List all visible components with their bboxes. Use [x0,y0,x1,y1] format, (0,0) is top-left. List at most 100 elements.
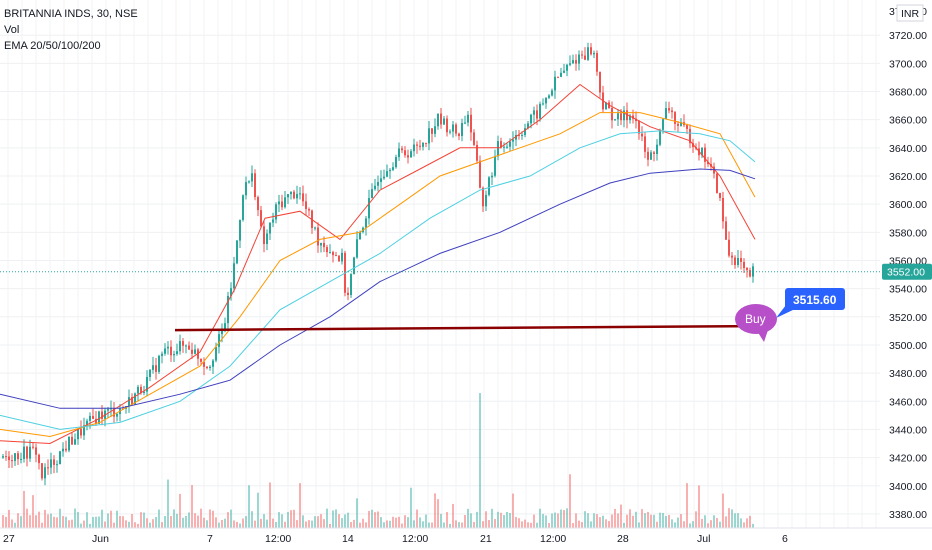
candle-body [419,145,421,147]
y-tick-label: 3720.00 [889,30,927,42]
volume-bar [728,508,730,528]
volume-bar [725,516,727,528]
volume-bar [392,516,394,528]
volume-bar [749,515,751,528]
volume-bar [23,490,25,528]
volume-bar [62,516,64,528]
x-tick-label: 12:00 [265,533,291,545]
candle-body [680,122,682,126]
candle-body [269,222,271,234]
volume-bar [584,511,586,528]
candle-body [83,425,85,436]
volume-bar [155,516,157,528]
candle-body [161,353,163,356]
volume-bar [20,516,22,528]
candle-body [188,345,190,350]
candle-body [8,456,10,461]
volume-bar [452,503,454,528]
volume-bar [602,515,604,528]
candle-body [542,103,544,105]
candle-body [614,119,616,121]
volume-bar [296,520,298,528]
candle-body [557,76,559,78]
x-tick-label: 6 [782,533,788,545]
volume-bar [668,514,670,528]
candle-body [737,257,739,265]
volume-bar [251,511,253,528]
candle-body [428,128,430,144]
volume-bar [200,508,202,528]
volume-bar [383,522,385,528]
candle-body [722,197,724,222]
volume-bar [557,513,559,528]
buy-label: Buy [745,312,766,326]
candle-body [701,147,703,156]
candle-body [302,193,304,202]
volume-bar [308,520,310,528]
candle-body [86,420,88,426]
x-tick-label: Jun [92,533,109,545]
volume-bar [512,493,514,528]
volume-bar [284,521,286,528]
candle-body [296,194,298,199]
candle-body [551,90,553,96]
candle-body [158,355,160,372]
candle-body [503,146,505,148]
candle-body [686,125,688,129]
volume-bar [107,513,109,528]
volume-bar [167,479,169,528]
volume-bar [209,509,211,528]
ema-indicator-label[interactable]: EMA 20/50/100/200 [4,40,101,52]
candle-body [512,139,514,142]
volume-bar [26,508,28,528]
candle-body [425,142,427,144]
candle-body [452,124,454,132]
candle-body [527,123,529,129]
candle-body [335,255,337,257]
symbol-title[interactable]: BRITANNIA INDS, 30, NSE [4,8,138,20]
volume-bar [686,483,688,528]
volume-bar [338,514,340,528]
candle-body [179,341,181,352]
volume-bar [539,508,541,528]
volume-bar [443,522,445,528]
candle-body [215,346,217,361]
candle-body [740,257,742,262]
candle-body [107,409,109,411]
volume-bar [587,513,589,528]
candle-body [734,257,736,265]
volume-bar [197,515,199,528]
x-tick-label: 14 [342,533,354,545]
volume-bar [326,508,328,528]
candle-body [35,447,37,455]
volume-bar [344,514,346,528]
candle-body [461,123,463,136]
volume-bar [476,511,478,528]
volume-indicator-label[interactable]: Vol [4,24,20,36]
candle-body [632,115,634,119]
volume-bar [236,521,238,528]
candle-body [170,346,172,356]
volume-bar [680,514,682,528]
volume-bar [368,510,370,528]
candle-body [29,446,31,459]
candle-body [245,182,247,196]
volume-bar [359,522,361,528]
candle-body [422,142,424,147]
y-tick-label: 3500.00 [889,340,927,352]
candle-body [515,134,517,140]
y-tick-label: 3680.00 [889,87,927,99]
candle-body [365,218,367,228]
candle-body [290,191,292,195]
volume-bar [278,512,280,528]
volume-bar [50,513,52,528]
candle-body [467,114,469,123]
volume-bar [239,523,241,528]
volume-bar [389,520,391,528]
candle-body [677,123,679,126]
volume-bar [635,511,637,528]
candle-body [197,349,199,359]
candle-body [410,151,412,158]
candle-body [653,152,655,154]
